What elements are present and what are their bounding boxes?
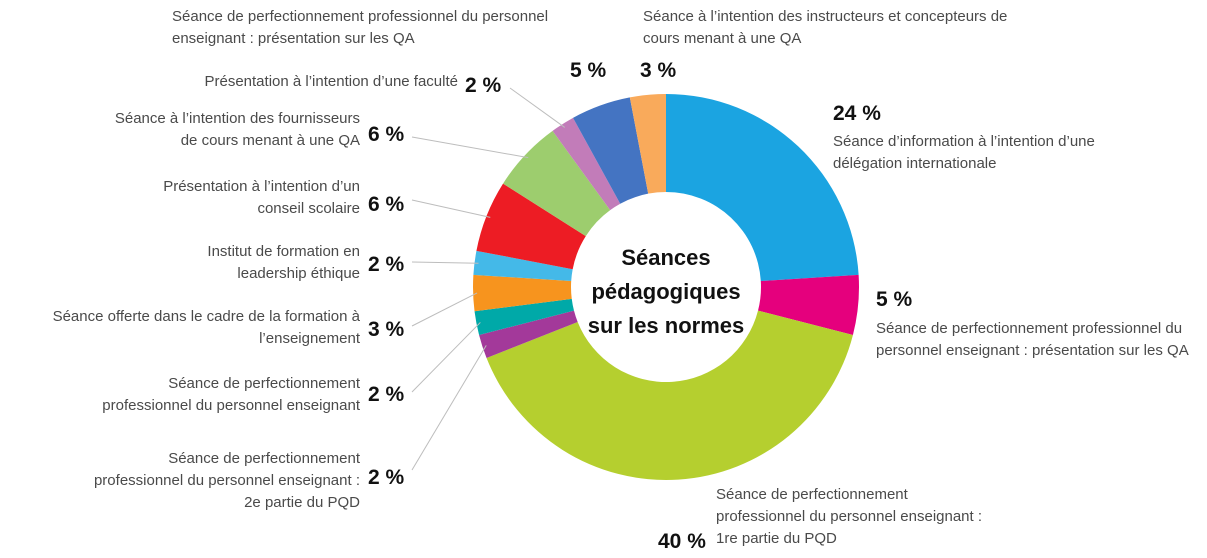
category-label: Séance de perfectionnement professionnel… — [172, 8, 549, 47]
category-label: Séance de perfectionnement professionnel… — [876, 320, 1189, 359]
value-label: 40 % — [658, 530, 706, 553]
donut-segment — [666, 94, 859, 282]
leader-line — [411, 292, 478, 327]
category-label: Séance de perfectionnement professionnel… — [716, 486, 983, 547]
value-label: 2 % — [368, 383, 405, 406]
donut-segment — [476, 183, 586, 270]
center-title: pédagogiques — [591, 279, 740, 304]
value-label: 5 % — [876, 288, 913, 311]
leader-line — [411, 345, 487, 471]
leader-line — [411, 199, 491, 218]
donut-segment — [479, 310, 578, 359]
category-label: Séance de perfectionnement professionnel… — [93, 450, 360, 511]
leader-line — [411, 136, 529, 159]
donut-segment — [473, 250, 573, 282]
leader-line — [509, 87, 566, 128]
value-label: 6 % — [368, 193, 405, 216]
category-label: Séance à l’intention des fournisseurs de… — [114, 110, 360, 149]
category-label: Séance à l’intention des instructeurs et… — [643, 8, 1008, 47]
value-label: 6 % — [368, 123, 405, 146]
donut-segment — [629, 94, 666, 194]
leader-line — [411, 261, 479, 264]
center-title: sur les normes — [588, 313, 745, 338]
center-title: Séances — [621, 245, 710, 270]
category-label: Séance d’information à l’intention d’une… — [833, 133, 1095, 172]
category-label: Séance de perfectionnement professionnel… — [102, 375, 360, 414]
value-label: 3 % — [640, 59, 677, 82]
leader-line — [411, 322, 481, 393]
value-label: 5 % — [570, 59, 607, 82]
donut-segment — [573, 97, 649, 204]
category-label: Séance offerte dans le cadre de la forma… — [52, 308, 360, 347]
category-label: Institut de formation en leadership éthi… — [207, 243, 360, 282]
value-label: 2 % — [465, 74, 502, 97]
donut-segment — [758, 274, 859, 335]
value-label: 2 % — [368, 253, 405, 276]
donut-segment — [503, 130, 611, 237]
category-label: Présentation à l’intention d’un conseil … — [163, 178, 360, 217]
category-label: Présentation à l’intention d’une faculté — [204, 73, 458, 90]
value-label: 2 % — [368, 466, 405, 489]
donut-segment — [552, 117, 621, 211]
value-label: 3 % — [368, 318, 405, 341]
value-label: 24 % — [833, 102, 881, 125]
donut-segment — [472, 274, 572, 312]
donut-segment — [474, 298, 574, 335]
donut-segment — [486, 310, 853, 480]
